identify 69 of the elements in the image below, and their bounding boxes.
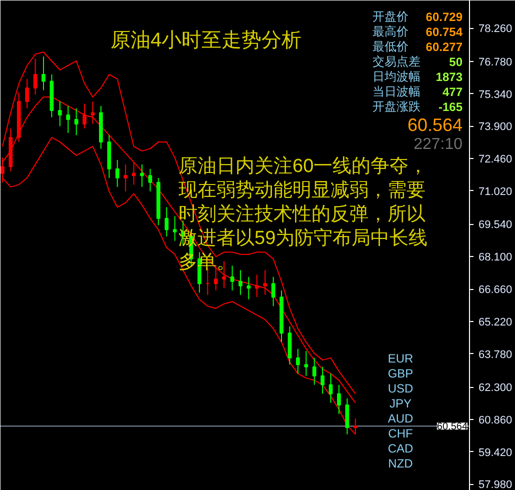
candlestick (115, 159, 120, 188)
candlestick (254, 274, 259, 298)
text: JPY (389, 396, 412, 410)
candlestick (90, 100, 95, 124)
candlestick (124, 164, 128, 192)
y-tick-label: 65.220 (478, 316, 512, 328)
text: 1873 (436, 70, 463, 84)
y-tick-label: 66.660 (478, 284, 512, 296)
text: GBP (388, 366, 414, 380)
candlestick (42, 56, 46, 91)
candlestick (74, 108, 78, 136)
candlestick (140, 164, 144, 188)
text: 60.729 (426, 10, 463, 24)
text: USD (388, 382, 414, 396)
candlestick (271, 276, 276, 307)
candlestick (58, 100, 62, 127)
text: -165 (438, 100, 463, 114)
y-tick-label: 57.980 (478, 479, 512, 490)
text: 477 (442, 85, 463, 99)
text: 开盘涨跌 (372, 100, 420, 114)
text: 227:10 (414, 136, 463, 153)
text: 最低价 (372, 40, 408, 54)
candlestick (312, 357, 316, 386)
text: 原油4小时至走势分析 (110, 30, 302, 52)
y-tick-label: 78.260 (478, 23, 512, 36)
candlestick (238, 270, 242, 296)
y-tick-label: 63.780 (478, 348, 512, 361)
candlestick (296, 348, 300, 374)
candlestick (263, 270, 268, 296)
y-tick-label: 68.100 (478, 252, 512, 264)
candlestick (230, 265, 234, 291)
y-tick-label: 60.860 (478, 414, 512, 426)
candlestick (25, 78, 30, 109)
text: 当日波幅 (372, 84, 420, 98)
y-tick-label: 71.020 (478, 186, 512, 198)
candlestick (33, 58, 38, 96)
candlestick (304, 350, 308, 376)
text: CHF (388, 426, 413, 440)
text: AUD (388, 412, 414, 426)
candlestick (222, 260, 226, 289)
candlestick (345, 398, 350, 435)
y-tick-label: 76.780 (478, 56, 512, 68)
candlestick (148, 168, 152, 192)
text: 最高价 (372, 24, 408, 38)
text: 交易点差 (372, 54, 420, 68)
candlestick (172, 216, 177, 242)
text: CAD (388, 442, 414, 456)
text: EUR (388, 352, 414, 366)
candlestick (66, 105, 70, 134)
y-tick-label: 62.300 (478, 382, 512, 394)
y-tick-label: 73.900 (478, 121, 512, 134)
candlestick (337, 384, 341, 415)
candlestick (246, 276, 251, 300)
candlestick (320, 366, 324, 394)
candlestick (328, 373, 333, 404)
text: 60.754 (426, 25, 463, 39)
y-tick-label: 69.540 (478, 219, 512, 232)
y-tick-label: 59.420 (478, 446, 512, 459)
text: 日均波幅 (372, 70, 420, 84)
text: 60.564 (407, 115, 463, 135)
candlestick (164, 206, 169, 237)
text: 开盘价 (372, 10, 408, 24)
y-tick-label: 72.460 (478, 154, 512, 166)
candlestick (82, 103, 86, 129)
text: NZD (388, 456, 414, 470)
candlestick (132, 162, 136, 186)
text: 50 (449, 55, 463, 69)
text: 60.277 (426, 40, 463, 54)
y-tick-label: 75.340 (478, 88, 512, 101)
